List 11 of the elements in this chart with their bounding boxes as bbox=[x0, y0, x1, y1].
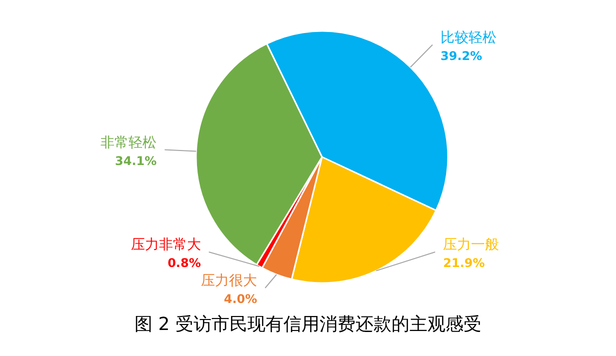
slice-label: 压力一般 bbox=[443, 237, 500, 253]
data-label: 0.8% bbox=[168, 256, 201, 270]
data-label: 21.9% bbox=[443, 256, 485, 270]
data-label: 39.2% bbox=[440, 48, 482, 63]
data-label: 4.0% bbox=[224, 292, 258, 306]
slice-label: 非常轻松 bbox=[100, 134, 157, 151]
slice-label: 压力非常大 bbox=[130, 237, 201, 253]
data-label: 34.1% bbox=[115, 154, 157, 168]
slice-label: 比较轻松 bbox=[440, 30, 497, 46]
text: 图 2 受访市民现有信用消费还款的主观感受 bbox=[134, 314, 482, 335]
slice-label: 压力很大 bbox=[201, 273, 258, 289]
